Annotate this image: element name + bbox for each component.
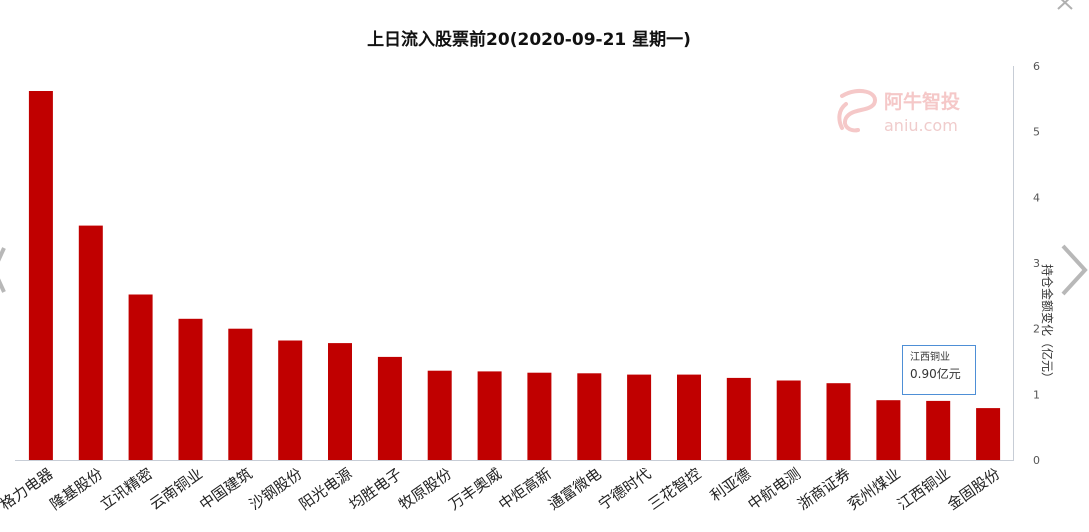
bar-2[interactable] <box>78 225 103 460</box>
x-tick-label: 阳光电源 <box>296 465 355 514</box>
bar-20[interactable] <box>976 408 1001 460</box>
y-tick-label: 5 <box>1033 126 1040 139</box>
x-tick-label: 浙商证券 <box>794 465 853 514</box>
x-tick-label: 宁德时代 <box>595 465 654 514</box>
x-tick-label: 牧原股份 <box>396 465 455 514</box>
watermark-brand-cn: 阿牛智投 <box>884 90 960 113</box>
watermark-brand-en: aniu.com <box>884 116 958 135</box>
bar-4[interactable] <box>178 318 203 460</box>
x-tick-label: 江西铜业 <box>894 465 953 514</box>
close-icon[interactable] <box>1057 0 1073 10</box>
x-tick-label: 兖州煤业 <box>844 465 903 514</box>
bar-8[interactable] <box>377 356 402 460</box>
x-tick-label: 中航电测 <box>745 465 804 514</box>
x-tick-label: 云南铜业 <box>146 465 205 514</box>
y-tick-label: 2 <box>1033 323 1040 336</box>
y-tick-label: 4 <box>1033 191 1040 204</box>
tooltip-category: 江西铜业 <box>910 352 950 363</box>
bar-3[interactable] <box>128 294 153 461</box>
bar-7[interactable] <box>328 343 352 460</box>
bar-18[interactable] <box>876 400 901 460</box>
x-tick-label: 格力电器 <box>0 465 56 514</box>
tooltip-value: 0.90亿元 <box>910 367 961 381</box>
x-tick-label: 均胜电子 <box>346 465 405 514</box>
bar-15[interactable] <box>726 377 751 460</box>
y-axis-label: 持仓金额变化（亿元） <box>1040 264 1055 384</box>
x-tick-label: 通富微电 <box>545 465 604 514</box>
x-tick-label: 立讯精密 <box>96 465 155 514</box>
chart-title: 上日流入股票前20(2020-09-21 星期一) <box>367 29 691 50</box>
bar-16[interactable] <box>776 380 801 461</box>
bar-10[interactable] <box>477 371 502 460</box>
bar-13[interactable] <box>627 374 652 460</box>
y-ticks-group: 0 1 2 3 4 5 6 <box>1033 60 1040 467</box>
bar-11[interactable] <box>527 372 552 460</box>
y-tick-label: 1 <box>1033 388 1040 401</box>
x-ticks-group: 格力电器隆基股份立讯精密云南铜业中国建筑沙钢股份阳光电源均胜电子牧原股份万丰奥威… <box>0 465 1003 514</box>
bar-5[interactable] <box>228 328 253 460</box>
bars-group <box>28 91 1001 461</box>
bar-9[interactable] <box>427 370 452 460</box>
bar-17[interactable] <box>826 383 851 460</box>
bar-1[interactable] <box>28 91 53 460</box>
bar-12[interactable] <box>577 373 602 460</box>
x-tick-label: 金固股份 <box>944 465 1003 514</box>
x-tick-label: 沙钢股份 <box>246 465 305 514</box>
watermark: 阿牛智投 aniu.com <box>837 88 960 135</box>
bar-14[interactable] <box>677 374 701 460</box>
watermark-logo-icon <box>837 88 877 133</box>
x-tick-label: 万丰奥威 <box>445 465 504 514</box>
y-tick-label: 6 <box>1033 60 1040 73</box>
x-tick-label: 中国建筑 <box>196 465 255 514</box>
bar-6[interactable] <box>278 340 303 461</box>
bar-19[interactable] <box>926 400 951 460</box>
y-tick-label: 3 <box>1033 257 1040 270</box>
chevron-left-icon[interactable] <box>0 247 6 293</box>
x-tick-label: 中炬高新 <box>495 465 554 514</box>
y-tick-label: 0 <box>1033 454 1040 467</box>
chevron-right-icon[interactable] <box>1061 244 1088 296</box>
x-tick-label: 隆基股份 <box>47 465 106 514</box>
x-tick-label: 三花智控 <box>645 465 704 514</box>
bar-tooltip: 江西铜业 0.90亿元 <box>902 345 976 395</box>
